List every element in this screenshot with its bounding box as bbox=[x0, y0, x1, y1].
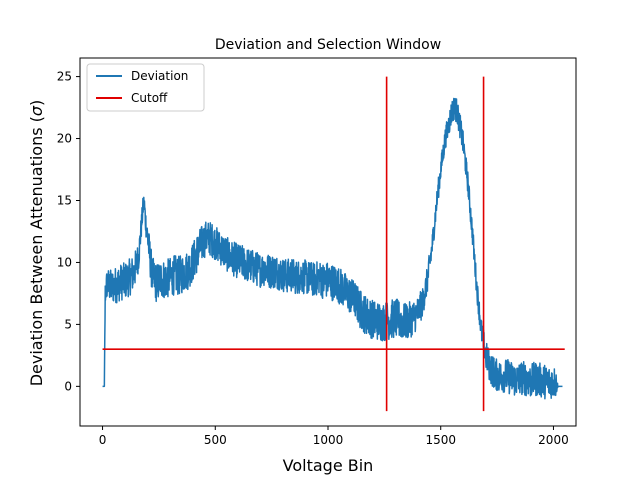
y-axis: 0 5 10 15 20 25 bbox=[57, 70, 80, 393]
y-axis-label-symbol: σ bbox=[27, 105, 46, 116]
x-tick-label: 0 bbox=[99, 433, 107, 447]
plot-area bbox=[79, 57, 577, 427]
x-tick-label: 500 bbox=[204, 433, 227, 447]
y-tick-label: 15 bbox=[57, 193, 72, 207]
legend-label-deviation: Deviation bbox=[131, 69, 188, 83]
y-tick-label: 0 bbox=[64, 379, 72, 393]
y-tick-label: 25 bbox=[57, 70, 72, 84]
series-layer bbox=[102, 97, 563, 400]
cutoff-layer bbox=[102, 76, 565, 412]
y-tick-label: 5 bbox=[64, 317, 72, 331]
legend-label-cutoff: Cutoff bbox=[131, 91, 168, 105]
x-tick-label: 1500 bbox=[425, 433, 456, 447]
series-line-deviation bbox=[102, 97, 563, 400]
y-axis-label-main: Deviation Between Attenuations ( bbox=[27, 116, 46, 386]
y-axis-label: Deviation Between Attenuations (σ) bbox=[27, 100, 46, 387]
y-tick-label: 20 bbox=[57, 132, 72, 146]
y-tick-label: 10 bbox=[57, 255, 72, 269]
legend: Deviation Cutoff bbox=[86, 63, 205, 112]
plot-background bbox=[80, 58, 576, 426]
x-tick-label: 2000 bbox=[538, 433, 569, 447]
x-tick-label: 1000 bbox=[313, 433, 344, 447]
x-axis-label: Voltage Bin bbox=[283, 456, 374, 475]
chart-title: Deviation and Selection Window bbox=[215, 37, 441, 53]
x-axis: 0 500 1000 1500 2000 bbox=[99, 426, 569, 447]
y-axis-label-tail: ) bbox=[27, 100, 46, 106]
